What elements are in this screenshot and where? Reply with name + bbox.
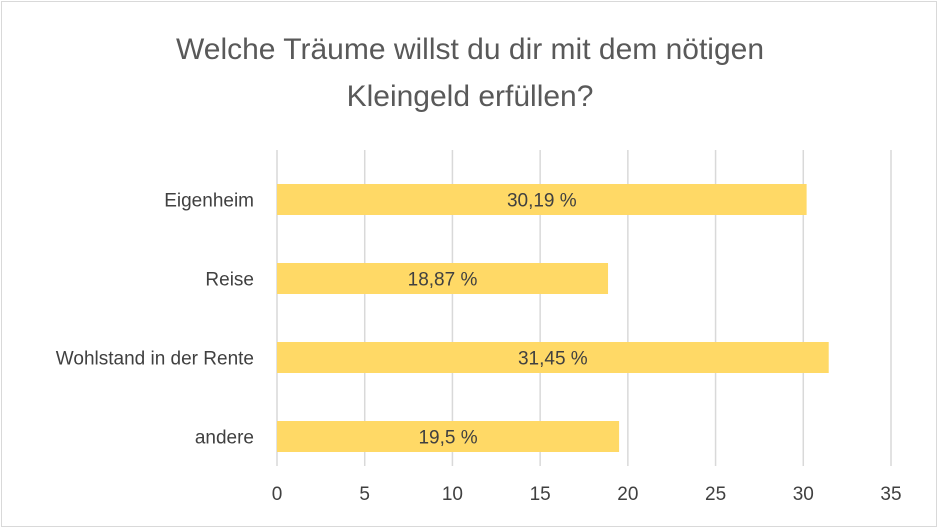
x-tick-label: 15 [530, 484, 551, 505]
x-tick-label: 5 [359, 484, 370, 505]
x-tick-label: 0 [272, 484, 283, 505]
chart-title: Welche Träume willst du dir mit dem nöti… [0, 26, 940, 120]
bar-wohlstand-in-der-rente [277, 342, 829, 373]
chart-title-line-2: Kleingeld erfüllen? [346, 80, 594, 113]
x-tick-label: 25 [705, 484, 726, 505]
category-label: andere [195, 428, 254, 449]
data-label: 18,87 % [408, 270, 478, 291]
data-label: 31,45 % [518, 349, 588, 370]
category-label: Eigenheim [164, 191, 254, 212]
category-label: Reise [205, 270, 254, 291]
bar-reise [277, 263, 609, 294]
category-label: Wohlstand in der Rente [56, 349, 254, 370]
x-tick-label: 35 [880, 484, 901, 505]
x-tick-label: 30 [793, 484, 814, 505]
data-label: 19,5 % [418, 428, 477, 449]
data-label: 30,19 % [507, 191, 577, 212]
bar-eigenheim [277, 184, 807, 215]
x-tick-label: 20 [617, 484, 638, 505]
bar-andere [277, 421, 620, 452]
chart-title-line-1: Welche Träume willst du dir mit dem nöti… [175, 33, 765, 66]
x-tick-label: 10 [442, 484, 463, 505]
